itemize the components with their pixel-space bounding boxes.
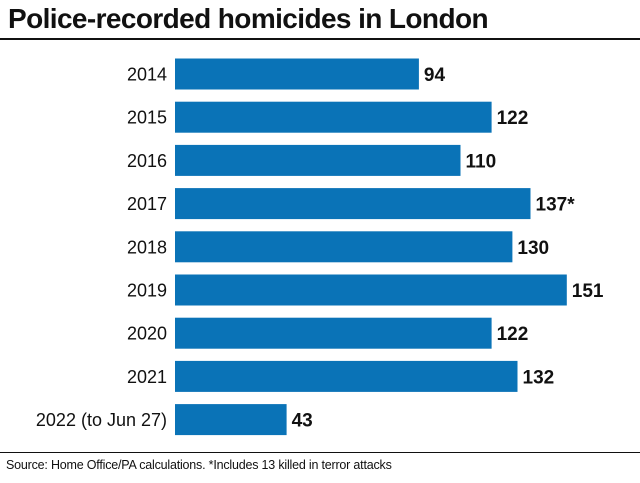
category-label-6: 2020 xyxy=(127,324,167,344)
value-label-5: 151 xyxy=(572,281,604,302)
value-label-8: 43 xyxy=(292,411,313,432)
category-label-5: 2019 xyxy=(127,281,167,301)
category-label-8: 2022 (to Jun 27) xyxy=(36,410,167,430)
bar-7 xyxy=(175,360,518,392)
value-label-3: 137* xyxy=(536,195,576,216)
value-label-0: 94 xyxy=(424,65,446,86)
bar-1 xyxy=(175,101,492,133)
bar-0 xyxy=(175,58,419,90)
bar-2 xyxy=(175,144,461,176)
value-label-1: 122 xyxy=(497,108,529,129)
category-label-3: 2017 xyxy=(127,194,167,214)
category-label-7: 2021 xyxy=(127,367,167,387)
footer-divider xyxy=(0,452,640,453)
bar-6 xyxy=(175,317,492,349)
bars-group xyxy=(175,58,567,436)
category-label-0: 2014 xyxy=(127,65,167,85)
value-label-2: 110 xyxy=(466,151,497,172)
title-divider xyxy=(0,38,640,40)
value-label-4: 130 xyxy=(517,238,549,259)
value-label-6: 122 xyxy=(497,324,529,345)
category-labels-group: 2014 2015 2016 2017 2018 2019 2020 2021 2022 (to… xyxy=(36,65,167,431)
bar-5 xyxy=(175,274,567,306)
category-label-2: 2016 xyxy=(127,151,167,171)
bar-4 xyxy=(175,231,513,263)
chart-title: Police-recorded homicides in London xyxy=(8,3,489,34)
value-label-7: 132 xyxy=(523,367,555,388)
source-note: Source: Home Office/PA calculations. *In… xyxy=(6,458,392,472)
category-label-4: 2018 xyxy=(127,237,167,257)
value-labels-group: 94 122 110 137* 130 151 122 132 43 xyxy=(292,65,604,432)
bar-8 xyxy=(175,404,287,436)
bar-3 xyxy=(175,188,531,220)
category-label-1: 2015 xyxy=(127,108,167,128)
